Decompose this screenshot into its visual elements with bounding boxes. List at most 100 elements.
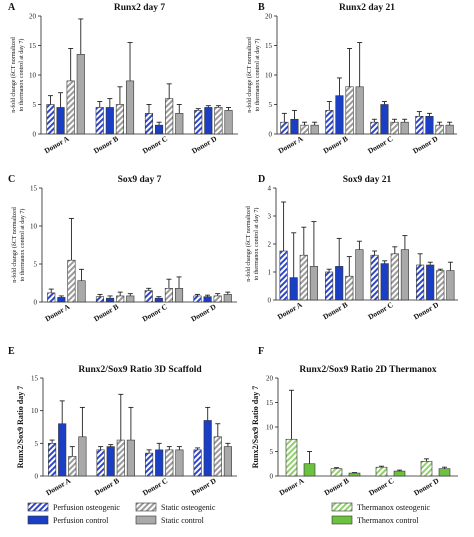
bar-perfusion-osteogenic-donor-a bbox=[47, 292, 56, 303]
x-tick-label: Donor D bbox=[189, 302, 218, 324]
bar-perfusion-control-donor-d bbox=[204, 107, 213, 135]
bar-static-osteogenic-donor-b bbox=[345, 86, 354, 135]
bar-static-osteogenic-donor-d bbox=[213, 295, 222, 303]
bar-perfusion-osteogenic-donor-c bbox=[370, 254, 379, 301]
bar-perfusion-control-donor-a bbox=[58, 423, 67, 477]
x-tick-label: Donor C bbox=[367, 476, 395, 498]
y-tick-label: 5 bbox=[34, 261, 38, 269]
bar-perfusion-control-donor-c bbox=[380, 104, 389, 135]
chart-title: Runx2/Sox9 Ratio 2D Thermanox bbox=[299, 365, 437, 375]
bar-static-control-donor-b bbox=[355, 249, 364, 301]
bar-static-osteogenic-donor-b bbox=[116, 295, 125, 303]
bar-perfusion-control-donor-b bbox=[106, 446, 115, 477]
bar-perfusion-osteogenic-donor-c bbox=[145, 452, 154, 477]
bar-static-osteogenic-donor-a bbox=[299, 254, 308, 301]
chart-panel-c: C Sox9 day 7 n-fold change (δCT normalized… bbox=[8, 174, 237, 324]
bar-thermanox-osteogenic-donor-d bbox=[420, 460, 433, 477]
y-tick-label: 0 bbox=[35, 473, 39, 481]
bar-static-control-donor-c bbox=[400, 121, 409, 135]
x-tick-label: Donor D bbox=[411, 134, 440, 156]
bar-perfusion-osteogenic-donor-d bbox=[193, 449, 202, 477]
legend-2d-thermanox: Thermanox osteogenic Thermanox control bbox=[331, 502, 431, 525]
x-tick-label: Donor A bbox=[43, 134, 72, 156]
panel-letter: F bbox=[258, 346, 264, 357]
y-tick-label: 15 bbox=[29, 42, 37, 50]
bar-perfusion-osteogenic-donor-a bbox=[279, 250, 288, 301]
bar-static-control-donor-a bbox=[77, 280, 86, 303]
bar-static-control-donor-a bbox=[309, 266, 318, 301]
bar-static-osteogenic-donor-a bbox=[300, 124, 309, 135]
bar-perfusion-control-donor-c bbox=[154, 297, 163, 303]
bar-static-osteogenic-donor-d bbox=[213, 436, 222, 477]
bar-perfusion-control-donor-d bbox=[203, 420, 212, 477]
bar-perfusion-osteogenic-donor-d bbox=[416, 264, 425, 301]
bar-static-osteogenic-donor-c bbox=[165, 449, 174, 477]
bar-static-control-donor-b bbox=[126, 439, 135, 477]
bar-static-control-donor-b bbox=[355, 86, 364, 135]
bar-perfusion-osteogenic-donor-d bbox=[193, 295, 202, 303]
bar-static-osteogenic-donor-d bbox=[436, 270, 445, 301]
bar-static-control-donor-d bbox=[223, 294, 232, 303]
bar-static-osteogenic-donor-d bbox=[435, 124, 444, 135]
x-tick-label: Donor D bbox=[189, 476, 218, 498]
y-tick-label: 15 bbox=[30, 185, 38, 193]
x-tick-label: Donor A bbox=[277, 476, 306, 498]
x-tick-label: Donor B bbox=[322, 476, 350, 497]
bar-perfusion-control-donor-b bbox=[106, 297, 115, 303]
y-tick-label: 15 bbox=[266, 399, 274, 407]
y-tick-label: 20 bbox=[29, 13, 37, 21]
bar-thermanox-control-donor-a bbox=[303, 463, 316, 477]
y-axis-label: n-fold change (δCT normalized to thermano… bbox=[10, 37, 25, 113]
bar-perfusion-control-donor-c bbox=[155, 449, 164, 477]
bar-perfusion-osteogenic-donor-b bbox=[96, 449, 105, 477]
bar-static-control-donor-d bbox=[445, 124, 454, 135]
bar-perfusion-osteogenic-donor-c bbox=[144, 290, 153, 303]
bar-static-osteogenic-donor-b bbox=[116, 439, 125, 477]
y-axis-label: Runx2/Sox9 Ratio day 7 bbox=[251, 386, 260, 468]
x-tick-label: Donor A bbox=[43, 302, 72, 324]
chart-title: Runx2 day 7 bbox=[114, 3, 165, 13]
chart-title: Runx2 day 21 bbox=[339, 3, 395, 13]
bar-perfusion-control-donor-c bbox=[155, 124, 164, 135]
chart-panel-a: A Runx2 day 7 n-fold change (δCT normalize… bbox=[8, 2, 238, 156]
legend-label-perfusion-osteogenic: Perfusion osteogenic bbox=[53, 503, 120, 512]
chart-title: Sox9 day 21 bbox=[343, 175, 392, 185]
bar-perfusion-control-donor-a bbox=[56, 107, 65, 135]
y-tick-label: 0 bbox=[268, 297, 272, 305]
y-axis-label: n-fold change (δCT normalized to thermano… bbox=[245, 206, 260, 282]
y-tick-label: 10 bbox=[265, 72, 273, 80]
y-tick-label: 0 bbox=[33, 131, 37, 139]
chart-panel-f: F Runx2/Sox9 Ratio 2D Thermanox Runx2/Sox9… bbox=[251, 346, 458, 498]
y-tick-label: 3 bbox=[268, 213, 272, 221]
y-tick-label: 5 bbox=[269, 101, 273, 109]
bar-static-control-donor-d bbox=[446, 270, 455, 301]
legend-label-thermanox-osteogenic: Thermanox osteogenic bbox=[357, 503, 431, 512]
legend-label-static-control: Static control bbox=[161, 516, 205, 525]
y-tick-label: 15 bbox=[31, 375, 39, 383]
bar-thermanox-control-donor-d bbox=[438, 468, 451, 477]
y-tick-label: 10 bbox=[29, 72, 37, 80]
chart-panel-d: D Sox9 day 21 n-fold change (δCT normalize… bbox=[245, 174, 458, 322]
bar-perfusion-osteogenic-donor-a bbox=[280, 121, 289, 135]
bar-perfusion-osteogenic-donor-a bbox=[46, 104, 55, 135]
bar-static-osteogenic-donor-b bbox=[345, 275, 354, 301]
panel-letter: E bbox=[8, 346, 15, 357]
y-tick-label: 0 bbox=[34, 299, 38, 307]
y-tick-label: 0 bbox=[270, 473, 274, 481]
x-tick-label: Donor D bbox=[412, 300, 441, 322]
bar-perfusion-control-donor-d bbox=[203, 296, 212, 303]
legends: Perfusion osteogenic Static osteogenic Per… bbox=[27, 502, 431, 525]
bar-perfusion-control-donor-b bbox=[335, 95, 344, 135]
x-tick-label: Donor B bbox=[93, 476, 121, 497]
chart-panel-b: B Runx2 day 21 n-fold change (δCT normaliz… bbox=[246, 2, 457, 156]
bar-perfusion-osteogenic-donor-a bbox=[48, 443, 57, 477]
bar-static-osteogenic-donor-c bbox=[165, 98, 174, 135]
panel-letter: B bbox=[258, 2, 265, 13]
bar-static-control-donor-c bbox=[175, 449, 184, 477]
x-tick-label: Donor C bbox=[140, 302, 168, 324]
panel-letter: C bbox=[8, 174, 15, 185]
bar-static-control-donor-a bbox=[76, 54, 85, 135]
y-tick-label: 5 bbox=[270, 448, 274, 456]
x-tick-label: Donor B bbox=[321, 300, 349, 321]
